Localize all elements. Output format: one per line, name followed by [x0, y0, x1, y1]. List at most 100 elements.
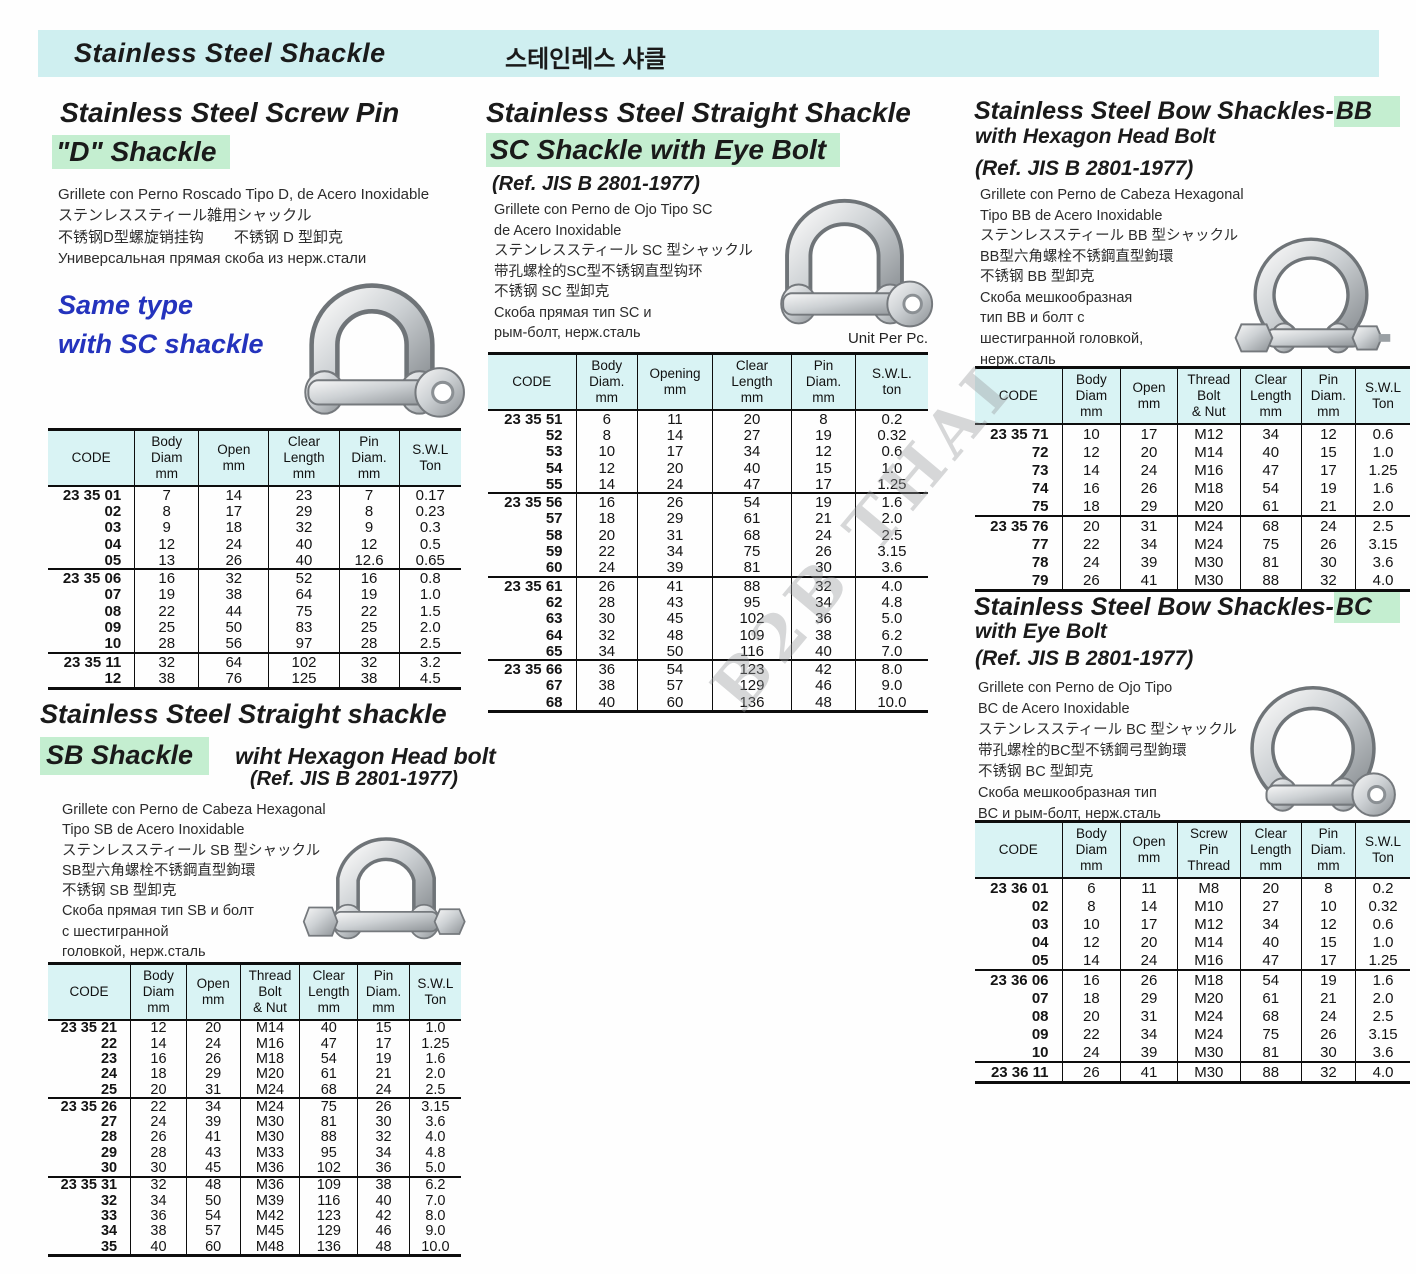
value-cell: 34 — [185, 1097, 241, 1115]
d-shackle-table: CODE Body Diam mm Open mm Clear Length mm Pi… — [48, 428, 461, 690]
sc-title-highlight: SC Shackle with Eye Bolt — [486, 133, 841, 168]
value-cell: 44 — [198, 603, 269, 620]
value-cell: M45 — [239, 1224, 300, 1240]
value-cell: 38 — [130, 1224, 187, 1240]
column-header: CODE — [975, 367, 1062, 425]
value-cell: 15 — [357, 1020, 410, 1037]
value-cell: 17 — [198, 503, 269, 520]
table-row: 27 24 39 M30 81 30 3.6 — [48, 1114, 461, 1131]
column-header: Pin Diam. mm — [1300, 821, 1356, 879]
value-cell: 3.6 — [854, 559, 928, 577]
value-cell: 19 — [357, 1052, 410, 1067]
sc-shackle-table: CODE Body Diam. mm Opening mm Clear Length … — [488, 352, 928, 714]
code-cell: 23 — [100, 1050, 118, 1067]
description-line: рым-болт, нерж.сталь — [494, 325, 641, 342]
spec-table: CODE Body Diam mm Open mm Clear Length mm Pi… — [48, 428, 461, 690]
value-cell: 39 — [1120, 553, 1178, 571]
value-cell: 61 — [711, 510, 792, 528]
value-cell: 14 — [1061, 461, 1121, 479]
column-header: Clear Length mm — [711, 353, 792, 411]
column-header: S.W.L Ton — [408, 963, 461, 1021]
value-cell: 116 — [299, 1193, 358, 1209]
code-cell: 23 35 71 — [990, 425, 1049, 443]
value-cell: 0.32 — [1355, 897, 1410, 915]
bb-title-highlight: BB — [1333, 96, 1400, 128]
table-row: 07 18 29 M20 61 21 2.0 — [975, 989, 1410, 1007]
table-row: 09 22 34 M24 75 26 3.15 — [975, 1025, 1410, 1043]
code-cell: 27 — [100, 1114, 118, 1131]
value-cell: 0.6 — [1355, 915, 1410, 933]
value-cell: 36 — [791, 610, 856, 627]
column-header: Body Diam mm — [1061, 821, 1121, 879]
value-cell: 47 — [1239, 951, 1302, 970]
value-cell: M20 — [239, 1067, 300, 1083]
value-cell: 81 — [711, 559, 792, 577]
value-cell: 1.0 — [1355, 443, 1410, 461]
d-section-title-line1: Stainless Steel Screw Pin — [60, 97, 400, 128]
value-cell: M36 — [239, 1175, 300, 1194]
value-cell: 41 — [185, 1130, 241, 1146]
value-cell: 26 — [1061, 1061, 1121, 1083]
value-cell: 10.0 — [854, 694, 928, 712]
value-cell: 24 — [1120, 461, 1178, 479]
table-row: 03 9 18 32 9 0.3 — [48, 519, 461, 536]
value-cell: 14 — [198, 486, 269, 504]
table-row: 24 18 29 M20 61 21 2.0 — [48, 1067, 461, 1083]
value-cell: 54 — [711, 492, 792, 511]
value-cell: 30 — [130, 1160, 187, 1177]
code-cell: 62 — [545, 593, 563, 611]
value-cell: 50 — [198, 619, 269, 636]
value-cell: 5.0 — [408, 1160, 461, 1177]
value-cell: 2.5 — [854, 527, 928, 544]
bc-section-title-line1: Stainless Steel Bow Shackles-BC — [974, 592, 1400, 624]
value-cell: 5.0 — [854, 610, 928, 627]
description-line: Универсальная прямая скоба из нерж.стали — [58, 249, 367, 267]
table-row: 72 12 20 M14 40 15 1.0 — [975, 443, 1410, 461]
sb-title-rest: wiht Hexagon Head bolt — [235, 743, 496, 769]
value-cell: 12 — [1061, 933, 1121, 951]
value-cell: 1.6 — [1355, 479, 1410, 497]
table-row: 73 14 24 M16 47 17 1.25 — [975, 461, 1410, 479]
value-cell: M12 — [1176, 915, 1241, 933]
bc-section-title-line2: with Eye Bolt — [975, 620, 1107, 643]
value-cell: 46 — [791, 677, 856, 695]
table-row: 23 16 26 M18 54 19 1.6 — [48, 1052, 461, 1067]
table-row: 68 40 60 136 48 10.0 — [488, 694, 928, 712]
description-line: тип BB и болт с — [980, 310, 1085, 327]
value-cell: 47 — [1239, 461, 1302, 479]
value-cell: 2.0 — [1355, 989, 1410, 1007]
value-cell: 26 — [1300, 535, 1356, 553]
value-cell: 40 — [575, 694, 638, 712]
value-cell: 14 — [637, 427, 713, 444]
code-cell: 60 — [545, 559, 563, 577]
code-cell: 52 — [545, 426, 563, 444]
value-cell: 22 — [1061, 535, 1121, 553]
column-header: Body Diam mm — [134, 429, 199, 487]
value-cell: 75 — [1239, 535, 1302, 553]
page-title-korean: 스테인레스 샤클 — [505, 46, 667, 73]
bc-ref-standard: (Ref. JIS B 2801-1977) — [975, 647, 1194, 670]
value-cell: M10 — [1176, 897, 1241, 915]
value-cell: 22 — [1061, 1025, 1121, 1043]
value-cell: 4.0 — [408, 1130, 461, 1146]
table-row: 64 32 48 109 38 6.2 — [488, 626, 928, 644]
value-cell: 40 — [791, 643, 856, 661]
value-cell: 40 — [268, 552, 340, 570]
value-cell: 19 — [791, 427, 856, 444]
value-cell: 48 — [791, 694, 856, 712]
d-same-type-note: Same type with SC shackle — [58, 286, 264, 364]
column-header: Thread Bolt & Nut — [1176, 367, 1241, 425]
value-cell: 1.0 — [1355, 933, 1410, 951]
value-cell: 20 — [1061, 1007, 1121, 1025]
description-line: ステンレススティール SC 型シャックル — [494, 243, 753, 260]
value-cell: 21 — [791, 510, 856, 528]
value-cell: 0.5 — [398, 535, 461, 553]
table-row: 53 10 17 34 12 0.6 — [488, 443, 928, 460]
description-line: Скоба мешкообразная тип — [978, 785, 1157, 802]
value-cell: 34 — [357, 1145, 410, 1161]
table-row: 23 35 56 16 26 54 19 1.6 — [488, 492, 928, 511]
description-line: Скоба прямая тип SC и — [494, 304, 652, 321]
value-cell: 9 — [338, 519, 399, 536]
description-line: 不锈钢D型螺旋销挂钩 不锈钢 D 型卸克 — [58, 228, 344, 246]
value-cell: M14 — [1176, 443, 1241, 461]
